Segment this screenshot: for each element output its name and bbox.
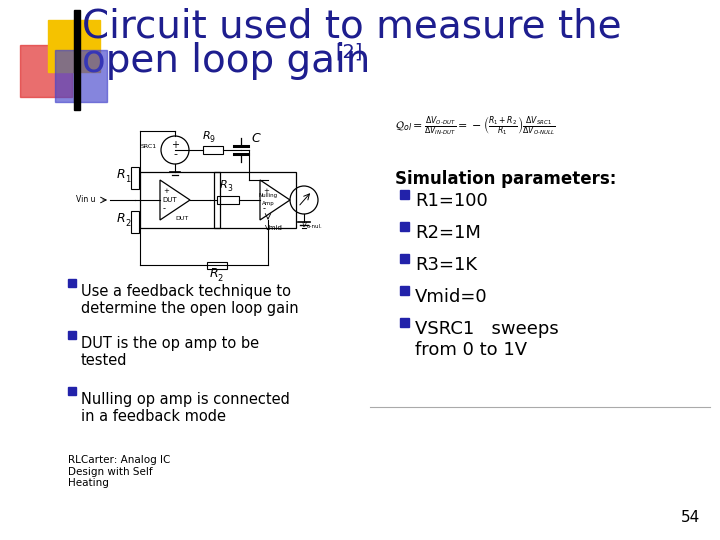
Text: [2]: [2] <box>335 42 362 61</box>
Bar <box>400 254 409 263</box>
Text: C: C <box>251 132 260 145</box>
Text: V: V <box>302 222 307 228</box>
Text: 1: 1 <box>125 175 130 184</box>
Text: $\mathcal{Q}_{ol} = \frac{\Delta V_{O\text{-}DUT}}{\Delta V_{IN\text{-}DUT}} = -: $\mathcal{Q}_{ol} = \frac{\Delta V_{O\te… <box>395 115 556 138</box>
Text: -: - <box>163 205 166 213</box>
Text: VSRC1   sweeps
from 0 to 1V: VSRC1 sweeps from 0 to 1V <box>415 320 559 359</box>
Text: R: R <box>220 180 228 190</box>
Text: -: - <box>263 205 266 213</box>
Text: R1=100: R1=100 <box>415 192 487 210</box>
Bar <box>400 286 409 295</box>
Text: Vin u: Vin u <box>76 195 95 205</box>
Text: RLCarter: Analog IC
Design with Self
Heating: RLCarter: Analog IC Design with Self Hea… <box>68 455 171 488</box>
Text: open loop gain: open loop gain <box>82 42 370 80</box>
Text: +: + <box>163 188 169 194</box>
Text: 9: 9 <box>210 135 215 144</box>
Text: R: R <box>210 267 219 280</box>
Bar <box>203 146 223 154</box>
Text: Nulling op amp is connected
in a feedback mode: Nulling op amp is connected in a feedbac… <box>81 392 290 424</box>
Bar <box>400 190 409 199</box>
Text: DUT: DUT <box>176 215 189 220</box>
Bar <box>214 172 296 228</box>
Bar <box>68 387 76 395</box>
Text: DUT: DUT <box>163 197 177 203</box>
Bar <box>400 222 409 231</box>
Text: 3: 3 <box>227 184 232 193</box>
Bar <box>48 20 100 72</box>
Text: R: R <box>117 168 125 181</box>
Bar <box>131 211 139 233</box>
Text: Vmid=0: Vmid=0 <box>415 288 487 306</box>
Bar <box>68 279 76 287</box>
Text: 2: 2 <box>217 274 222 283</box>
Text: 2: 2 <box>125 219 130 228</box>
Text: 54: 54 <box>680 510 700 525</box>
Text: DUT is the op amp to be
tested: DUT is the op amp to be tested <box>81 336 259 368</box>
Text: R: R <box>203 131 211 141</box>
Bar <box>68 331 76 339</box>
Bar <box>20 45 72 97</box>
Text: +: + <box>263 188 269 194</box>
Text: +: + <box>171 140 179 150</box>
Bar <box>55 50 107 102</box>
Text: R3=1K: R3=1K <box>415 256 477 274</box>
Bar <box>400 318 409 327</box>
Text: Use a feedback technique to
determine the open loop gain: Use a feedback technique to determine th… <box>81 284 299 316</box>
Text: Vmid: Vmid <box>265 225 283 231</box>
Text: Amp: Amp <box>261 201 274 206</box>
Text: R2=1M: R2=1M <box>415 224 481 242</box>
Bar <box>74 10 80 110</box>
Text: -: - <box>173 149 177 159</box>
Bar <box>207 261 227 268</box>
Bar <box>131 167 139 189</box>
Text: o-nul.: o-nul. <box>307 224 323 229</box>
Bar <box>217 196 239 204</box>
Bar <box>140 172 220 228</box>
Text: Nulling: Nulling <box>258 193 278 199</box>
Text: Circuit used to measure the: Circuit used to measure the <box>82 8 621 46</box>
Text: SRC1: SRC1 <box>141 144 157 149</box>
Text: R: R <box>117 212 125 225</box>
Text: Simulation parameters:: Simulation parameters: <box>395 170 616 188</box>
